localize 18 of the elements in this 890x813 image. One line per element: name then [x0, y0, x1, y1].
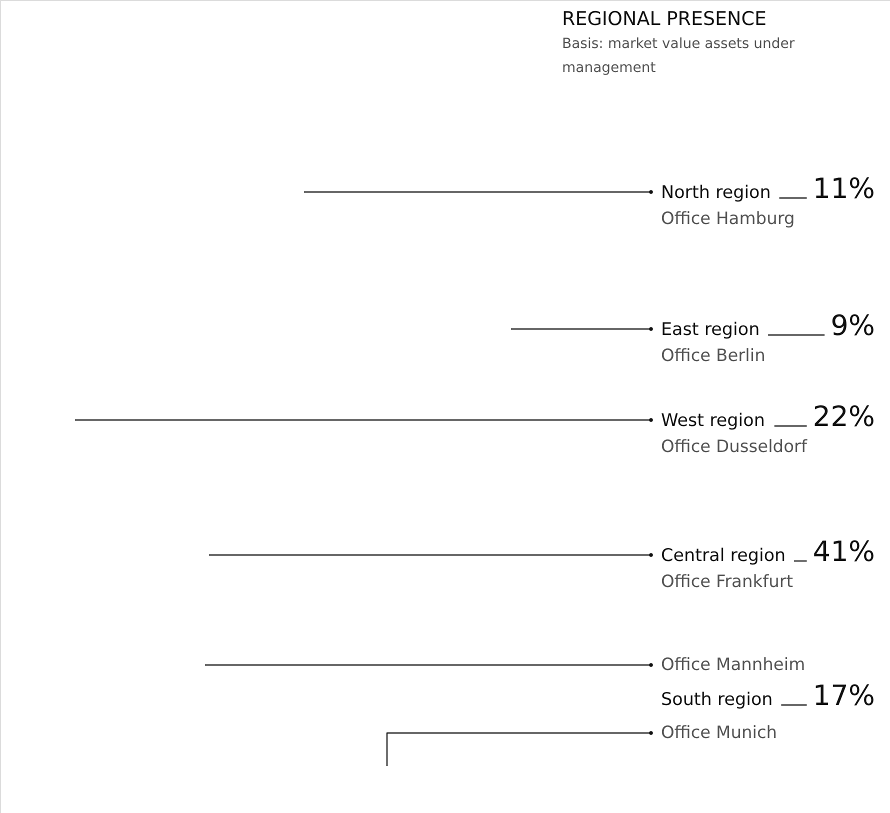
text: Office Berlin — [661, 346, 766, 366]
text: REGIONAL PRESENCE — [562, 8, 767, 30]
data-label: 22% — [812, 400, 875, 433]
text: Office Hamburg — [661, 209, 795, 229]
category-label: West region — [661, 411, 765, 431]
text: Office Munich — [661, 723, 778, 743]
category-label: Central region — [661, 546, 786, 566]
category-label: East region — [661, 320, 760, 340]
text: Basis: market value assets under management — [562, 36, 795, 76]
text: Office Dusseldorf — [661, 437, 808, 457]
data-label: 41% — [812, 535, 875, 568]
category-label: North region — [661, 183, 771, 203]
text: Office Mannheim — [661, 655, 806, 675]
text: Office Frankfurt — [661, 572, 794, 592]
category-label: South region — [661, 690, 773, 710]
data-label: 17% — [812, 679, 875, 712]
data-label: 11% — [812, 172, 875, 205]
data-label: 9% — [830, 309, 875, 342]
